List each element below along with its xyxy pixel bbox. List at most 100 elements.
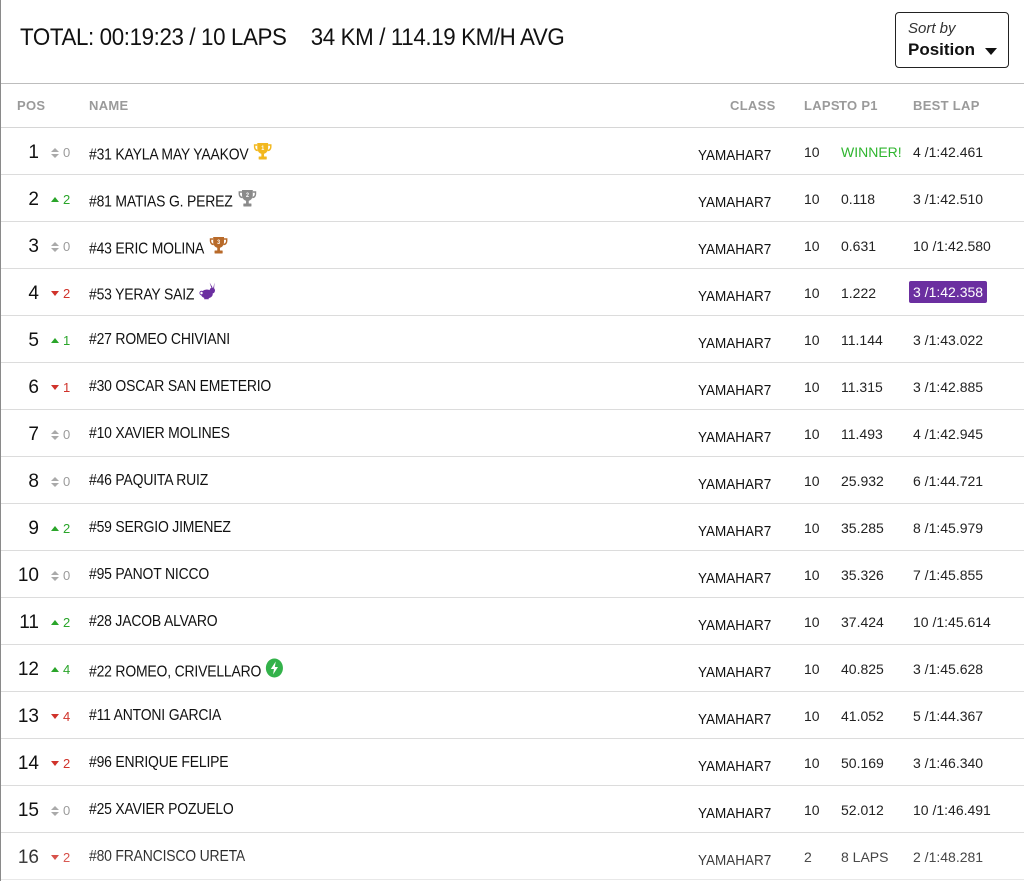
rider-name[interactable]: #80 FRANCISCO URETA	[89, 848, 245, 866]
rider-class: YAMAHAR7	[698, 335, 772, 352]
laps-count: 10	[804, 802, 820, 818]
table-row[interactable]: 11 2 #28 JACOB ALVARO YAMAHAR7 10 37.424 10 /1…	[1, 598, 1024, 645]
position-change-value: 0	[63, 427, 71, 442]
position-number: 1	[28, 142, 39, 163]
sort-caption: Sort by	[908, 20, 956, 37]
rider-name-text: #95 PANOT NICCO	[89, 566, 210, 583]
rider-name[interactable]: #53 YERAY SAIZ	[89, 282, 217, 307]
arrow-down-icon	[51, 291, 59, 297]
rider-name[interactable]: #59 SERGIO JIMENEZ	[89, 519, 231, 537]
position-number: 13	[17, 706, 39, 727]
position-change-value: 1	[63, 333, 71, 348]
table-row[interactable]: 6 1 #30 OSCAR SAN EMETERIO YAMAHAR7 10 11.315…	[1, 363, 1024, 410]
rider-name[interactable]: #10 XAVIER MOLINES	[89, 425, 230, 443]
best-lap: 2 /1:48.281	[913, 849, 984, 865]
rider-name[interactable]: #11 ANTONI GARCIA	[89, 707, 221, 725]
table-row[interactable]: 16 2 #80 FRANCISCO URETA YAMAHAR7 2 8 LAPS 2 /…	[1, 833, 1024, 880]
up-down-icon	[51, 241, 59, 252]
rider-name[interactable]: #43 ERIC MOLINA 3	[89, 237, 228, 262]
position-change: 2	[51, 192, 70, 207]
rider-name[interactable]: #96 ENRIQUE FELIPE	[89, 754, 229, 772]
arrow-up-icon	[51, 620, 59, 626]
rider-name[interactable]: #81 MATIAS G. PEREZ 2	[89, 190, 257, 215]
laps-count: 10	[804, 520, 820, 536]
table-row[interactable]: 4 2 #53 YERAY SAIZ YAMAHAR7 10 1.222 3 /1:42.3…	[1, 269, 1024, 316]
header-to-p1[interactable]: TO P1	[839, 98, 878, 113]
rider-name-text: #27 ROMEO CHIVIANI	[89, 331, 230, 348]
race-summary: TOTAL: 00:19:23 / 10 LAPS 34 KM / 114.19 …	[20, 24, 565, 52]
table-row[interactable]: 3 0 #43 ERIC MOLINA 3 YAMAHAR7 10 0.631 10 /1:4…	[1, 222, 1024, 269]
position-change-value: 2	[63, 850, 71, 865]
rider-name-text: #46 PAQUITA RUIZ	[89, 472, 209, 489]
rider-name[interactable]: #22 ROMEO, CRIVELLARO	[89, 658, 284, 685]
bronze-trophy-icon: 3	[209, 235, 229, 260]
header-name[interactable]: NAME	[89, 98, 129, 113]
arrow-down-icon	[51, 714, 59, 720]
table-row[interactable]: 2 2 #81 MATIAS G. PEREZ 2 YAMAHAR7 10 0.118 3 /…	[1, 175, 1024, 222]
position-change: 1	[51, 333, 70, 348]
position-change: 0	[51, 803, 70, 818]
gap-to-p1: 11.315	[841, 379, 883, 395]
table-row[interactable]: 10 0 #95 PANOT NICCO YAMAHAR7 10 35.326 7 /1:4…	[1, 551, 1024, 598]
sort-dropdown[interactable]: Sort by Position	[895, 12, 1009, 68]
position-change: 0	[51, 427, 70, 442]
position-change-value: 0	[63, 568, 71, 583]
position-change: 1	[51, 380, 70, 395]
arrow-up-icon	[51, 338, 59, 344]
table-row[interactable]: 13 4 #11 ANTONI GARCIA YAMAHAR7 10 41.052 5 /1…	[1, 692, 1024, 739]
rider-name-text: #53 YERAY SAIZ	[89, 286, 195, 304]
position-change-value: 4	[63, 662, 71, 677]
header-pos[interactable]: POS	[17, 98, 46, 113]
position-change-value: 2	[63, 286, 71, 301]
best-lap: 3 /1:45.628	[913, 661, 984, 677]
position-number: 15	[17, 800, 39, 821]
table-row[interactable]: 5 1 #27 ROMEO CHIVIANI YAMAHAR7 10 11.144 3 /1…	[1, 316, 1024, 363]
rider-name[interactable]: #28 JACOB ALVARO	[89, 613, 218, 631]
position-change: 2	[51, 521, 70, 536]
header-class[interactable]: CLASS	[730, 98, 776, 113]
table-header: POS NAME CLASS LAPS TO P1 BEST LAP	[1, 84, 1024, 128]
rider-class: YAMAHAR7	[698, 241, 772, 258]
best-lap: 3 /1:46.340	[913, 755, 984, 771]
rider-name[interactable]: #31 KAYLA MAY YAAKOV 1	[89, 143, 273, 168]
laps-count: 10	[804, 614, 820, 630]
position-number: 8	[28, 471, 39, 492]
rider-name[interactable]: #46 PAQUITA RUIZ	[89, 472, 208, 490]
header-laps[interactable]: LAPS	[804, 98, 840, 113]
rider-name-text: #31 KAYLA MAY YAAKOV	[89, 146, 249, 164]
rider-class: YAMAHAR7	[698, 476, 772, 493]
svg-text:3: 3	[217, 240, 220, 246]
gap-to-p1: 41.052	[841, 708, 884, 724]
rider-name[interactable]: #27 ROMEO CHIVIANI	[89, 331, 230, 349]
position-number: 16	[17, 847, 39, 868]
position-change: 4	[51, 709, 70, 724]
position-change-value: 1	[63, 380, 71, 395]
position-change-value: 0	[63, 474, 71, 489]
position-change-value: 2	[63, 521, 71, 536]
gap-to-p1: 0.118	[841, 191, 875, 207]
gap-to-p1: 11.144	[841, 332, 883, 348]
table-row[interactable]: 7 0 #10 XAVIER MOLINES YAMAHAR7 10 11.493 4 /1…	[1, 410, 1024, 457]
rider-name[interactable]: #25 XAVIER POZUELO	[89, 801, 234, 819]
rider-class: YAMAHAR7	[698, 147, 772, 164]
race-summary-bar: TOTAL: 00:19:23 / 10 LAPS 34 KM / 114.19 …	[1, 0, 1024, 84]
header-best-lap[interactable]: BEST LAP	[913, 98, 980, 113]
best-lap: 3 /1:43.022	[913, 332, 984, 348]
table-row[interactable]: 9 2 #59 SERGIO JIMENEZ YAMAHAR7 10 35.285 8 /1…	[1, 504, 1024, 551]
position-change-value: 0	[63, 145, 71, 160]
rider-class: YAMAHAR7	[698, 711, 772, 728]
laps-count: 10	[804, 567, 820, 583]
rider-name[interactable]: #95 PANOT NICCO	[89, 566, 209, 584]
position-change: 2	[51, 286, 70, 301]
table-row[interactable]: 15 0 #25 XAVIER POZUELO YAMAHAR7 10 52.012 10 …	[1, 786, 1024, 833]
rider-name-text: #28 JACOB ALVARO	[89, 613, 218, 630]
position-change: 2	[51, 850, 70, 865]
position-change-value: 0	[63, 803, 71, 818]
table-row[interactable]: 1 0 #31 KAYLA MAY YAAKOV 1 YAMAHAR7 10 WINNER!…	[1, 128, 1024, 175]
table-row[interactable]: 14 2 #96 ENRIQUE FELIPE YAMAHAR7 10 50.169 3 /…	[1, 739, 1024, 786]
gap-to-p1: 37.424	[841, 614, 884, 630]
rider-name-text: #11 ANTONI GARCIA	[89, 707, 222, 724]
table-row[interactable]: 12 4 #22 ROMEO, CRIVELLARO YAMAHAR7 10 40.825…	[1, 645, 1024, 692]
table-row[interactable]: 8 0 #46 PAQUITA RUIZ YAMAHAR7 10 25.932 6 /1:4…	[1, 457, 1024, 504]
rider-name[interactable]: #30 OSCAR SAN EMETERIO	[89, 378, 271, 396]
